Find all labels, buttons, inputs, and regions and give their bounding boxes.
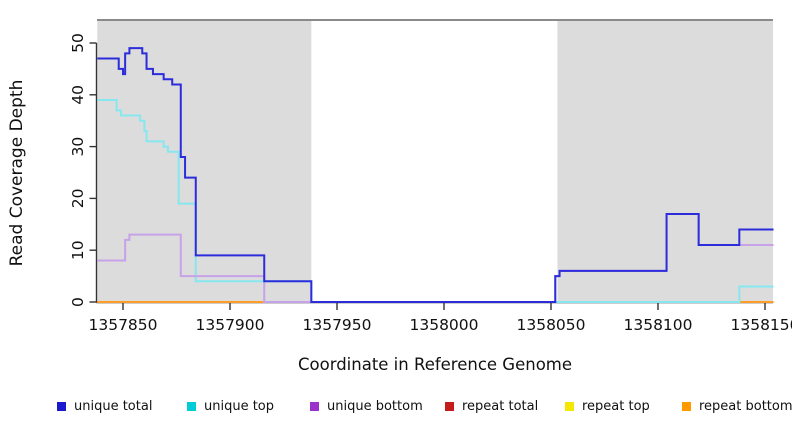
x-tick-label: 1357900 <box>195 316 264 334</box>
repeat-region-shading <box>97 20 312 302</box>
y-tick-label: 50 <box>69 33 87 53</box>
legend-label: unique total <box>74 398 153 414</box>
legend-swatch-icon <box>310 401 319 411</box>
legend-swatch-icon <box>682 401 691 411</box>
legend-item-repeat-total: repeat total <box>445 398 538 414</box>
legend-label: repeat top <box>582 398 650 414</box>
x-tick-label: 1358050 <box>516 316 585 334</box>
x-axis-label: Coordinate in Reference Genome <box>297 355 573 374</box>
x-tick-label: 1358000 <box>409 316 478 334</box>
y-tick-label: 10 <box>69 240 87 260</box>
y-tick-label: 40 <box>69 85 87 105</box>
repeat-region-shading <box>557 20 773 302</box>
legend-swatch-icon <box>565 401 574 411</box>
y-tick-label: 20 <box>69 189 87 209</box>
x-axis: 1357850 1357900 1357950 1358000 1358050 13581… <box>88 303 792 334</box>
legend-label: repeat bottom <box>699 398 792 414</box>
legend-item-repeat-bottom: repeat bottom <box>682 398 792 414</box>
legend-item-repeat-top: repeat top <box>565 398 650 414</box>
legend-label: unique bottom <box>327 398 423 414</box>
y-axis: 0 10 20 30 40 50 <box>69 33 97 307</box>
series-line-unique-total <box>97 47 774 303</box>
x-tick-label: 1357950 <box>302 316 371 334</box>
legend-item-unique-bottom: unique bottom <box>310 398 423 414</box>
legend-item-unique-top: unique top <box>187 398 274 414</box>
legend-swatch-icon <box>57 401 66 411</box>
y-tick-label: 0 <box>69 297 87 307</box>
y-tick-label: 30 <box>69 137 87 157</box>
x-tick-label: 1358100 <box>623 316 692 334</box>
legend: unique total unique top unique bottom repea… <box>0 398 792 418</box>
legend-label: repeat total <box>462 398 539 414</box>
legend-swatch-icon <box>187 401 196 411</box>
legend-swatch-icon <box>445 401 454 411</box>
legend-label: unique top <box>204 398 275 414</box>
legend-item-unique-total: unique total <box>57 398 152 414</box>
x-tick-label: 1357850 <box>88 316 157 334</box>
y-axis-label: Read Coverage Depth <box>7 79 27 267</box>
